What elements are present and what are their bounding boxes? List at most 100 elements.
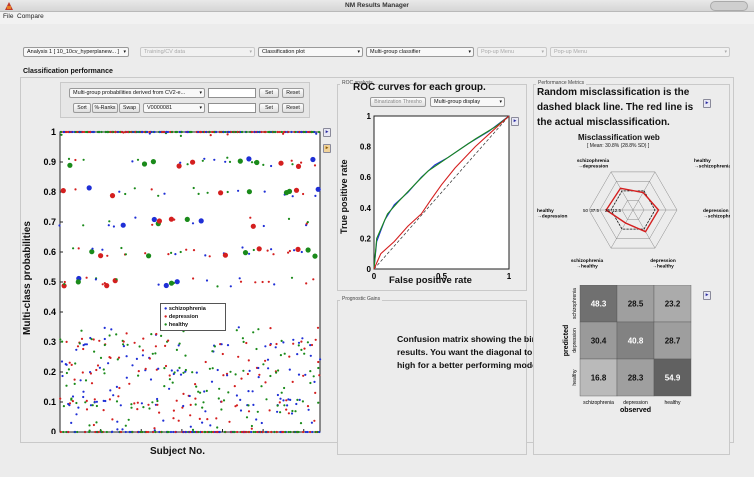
scatter-point — [267, 430, 270, 434]
scatter-point — [146, 253, 152, 259]
scatter-point — [252, 248, 255, 252]
scatter-point — [278, 401, 281, 404]
reset-button[interactable]: Reset — [282, 88, 304, 98]
plot-type-select[interactable]: Classification plot ▾ — [258, 47, 363, 57]
scatter-point — [274, 346, 277, 349]
scatter-point — [295, 246, 301, 252]
scatter-y-label: Multi-class probabilities — [22, 221, 33, 335]
scatter-point — [71, 130, 74, 134]
subject-select[interactable]: V0000081 ▾ — [143, 103, 205, 113]
window-controls[interactable] — [710, 1, 748, 11]
confusion-zoom-icon[interactable]: ▸ — [703, 291, 711, 300]
scatter-point — [302, 374, 305, 377]
scatter-point — [201, 406, 204, 409]
scatter-point — [74, 362, 77, 365]
popup-menu-1[interactable]: Pop-up Menu ▾ — [477, 47, 547, 57]
scatter-point — [262, 363, 265, 366]
binarization-threshold-button[interactable]: Binarization Thresho — [370, 97, 426, 107]
roc-x-tick-label: 0 — [372, 272, 377, 281]
scatter-point — [268, 409, 271, 412]
menu-compare[interactable]: Compare — [17, 13, 44, 20]
confusion-annotation: Confusion matrix showing the binary resu… — [397, 334, 551, 370]
scatter-point — [63, 283, 66, 286]
scatter-point — [309, 354, 312, 357]
sort-button[interactable]: Sort — [73, 103, 91, 113]
confusion-cell — [616, 321, 655, 360]
scatter-point — [155, 332, 158, 336]
legend-schizophrenia: ● schizophrenia — [164, 306, 206, 312]
scatter-point — [62, 430, 65, 434]
scatter-point — [156, 218, 162, 224]
data-select[interactable]: Training/CV data ▾ — [140, 47, 255, 57]
scatter-point — [250, 223, 256, 229]
scatter-point — [291, 195, 294, 198]
menu-file[interactable]: File — [3, 13, 14, 20]
analysis-select[interactable]: Analysis 1 [ 10_10cv_hyperplanew... ] ▾ — [23, 47, 129, 57]
confusion-x-label: observed — [620, 407, 651, 414]
roc-annotation: ROC curves for each group. — [353, 82, 486, 93]
scatter-point — [238, 277, 241, 280]
scatter-point — [260, 421, 263, 425]
roc-display-select[interactable]: Multi-group display ▾ — [430, 97, 505, 107]
scatter-point — [163, 192, 166, 195]
scatter-point — [164, 364, 168, 368]
scatter-point — [217, 397, 220, 400]
scatter-point — [179, 250, 182, 254]
probabilities-select[interactable]: Multi-group probabilities derived from C… — [69, 88, 205, 98]
scatter-point — [68, 402, 72, 405]
roc-zoom-icon[interactable]: ▸ — [511, 117, 519, 126]
scatter-point — [314, 338, 317, 341]
popup-menu-2[interactable]: Pop-up Menu ▾ — [550, 47, 730, 57]
scatter-point — [306, 430, 309, 434]
scatter-point — [189, 403, 192, 406]
confusion-col-label: depression — [623, 400, 648, 406]
roc-y-label: True positive rate — [339, 159, 349, 234]
scatter-point — [86, 185, 92, 191]
scatter-point — [154, 345, 157, 348]
scatter-point — [279, 397, 282, 400]
scatter-point — [277, 369, 280, 372]
scatter-point — [190, 130, 193, 134]
scatter-point — [279, 411, 282, 414]
scatter-point — [299, 422, 303, 425]
reset-subject-button[interactable]: Reset — [282, 103, 304, 113]
zoom-icon[interactable]: ▸ — [323, 128, 331, 137]
set-button[interactable]: Set — [259, 88, 279, 98]
scatter-point — [239, 280, 243, 283]
scatter-point — [302, 192, 305, 196]
export-icon[interactable]: ▸ — [323, 144, 331, 153]
scatter-point — [182, 430, 185, 434]
set-subject-button[interactable]: Set — [259, 103, 279, 113]
scatter-point — [188, 394, 191, 398]
scatter-point — [190, 159, 196, 165]
web-axis — [610, 209, 634, 249]
ranks-button[interactable]: %-Ranks — [92, 103, 118, 113]
metrics-zoom-icon[interactable]: ▸ — [703, 99, 711, 108]
scatter-point — [65, 384, 68, 387]
scatter-point — [222, 374, 225, 377]
scatter-point — [103, 343, 106, 347]
scatter-point — [222, 252, 228, 258]
scatter-point — [156, 403, 159, 406]
scatter-point — [288, 368, 291, 371]
scatter-point — [276, 393, 279, 397]
subject-input[interactable] — [208, 103, 256, 113]
scatter-point — [120, 222, 126, 228]
swap-button[interactable]: Swap — [119, 103, 140, 113]
scatter-point — [95, 404, 98, 408]
scatter-point — [236, 430, 239, 434]
scatter-point — [182, 371, 185, 374]
probability-input[interactable] — [208, 88, 256, 98]
scatter-point — [75, 413, 78, 416]
scatter-point — [306, 221, 309, 224]
roc-y-tick-label: 0 — [367, 265, 372, 274]
scatter-point — [227, 130, 230, 134]
scatter-point — [74, 158, 77, 162]
scatter-point — [150, 188, 153, 191]
scatter-point — [114, 130, 117, 134]
scatter-y-tick-label: 0.1 — [43, 397, 56, 407]
scatter-point — [252, 430, 255, 434]
roc-y-tick-label: 0.6 — [360, 173, 372, 182]
scatter-point — [74, 130, 77, 134]
classifier-select[interactable]: Multi-group classifier ▾ — [366, 47, 474, 57]
